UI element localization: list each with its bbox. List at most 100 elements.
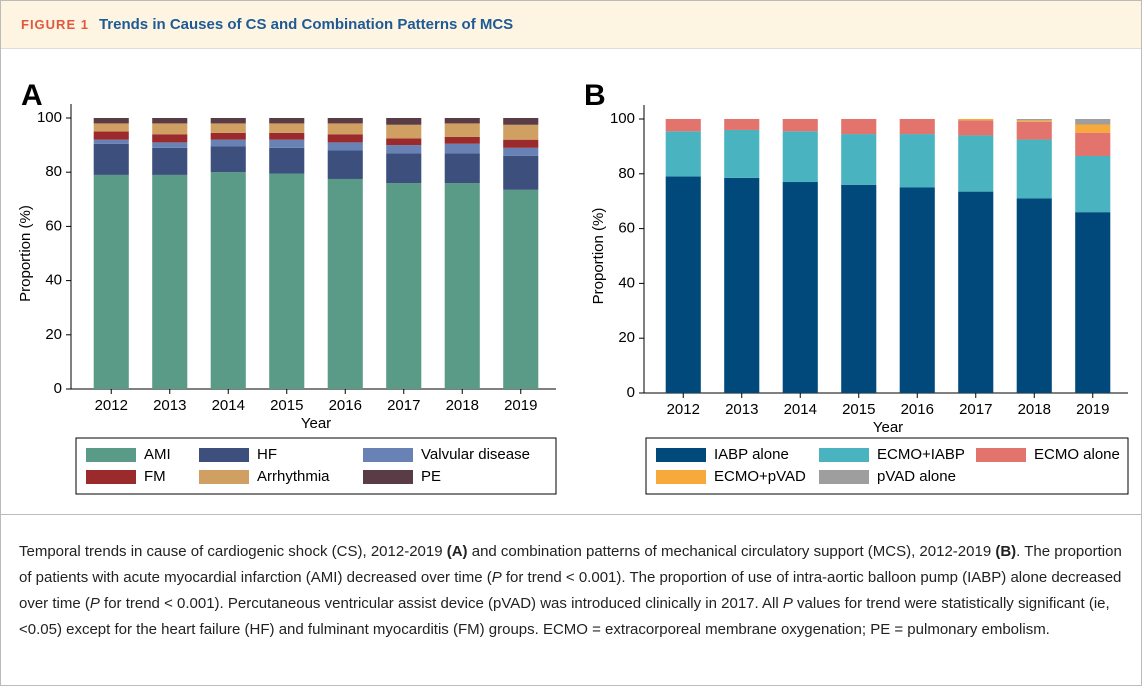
bar-segment	[210, 139, 246, 147]
y-tick-label: 60	[618, 220, 635, 237]
caption-text: for trend < 0.001). Percutaneous ventric…	[99, 595, 783, 612]
bar-segment	[958, 191, 994, 393]
y-tick-label: 20	[618, 329, 635, 346]
bar-segment	[958, 135, 994, 192]
bar-segment	[152, 147, 188, 175]
x-axis-label: Year	[301, 415, 331, 432]
bar-segment	[665, 119, 701, 132]
bar-segment	[444, 123, 480, 137]
x-tick-label: 2019	[504, 397, 537, 414]
legend-label: Arrhythmia	[257, 468, 330, 485]
bar-segment	[841, 134, 877, 185]
x-tick-label: 2016	[329, 397, 362, 414]
x-tick-label: 2014	[784, 401, 817, 418]
bar-segment	[1016, 139, 1052, 199]
bar-segment	[93, 118, 129, 124]
bar-segment	[503, 118, 539, 125]
bar-segment	[386, 124, 422, 139]
legend-swatch	[199, 470, 249, 484]
legend-swatch	[199, 448, 249, 462]
bar-segment	[269, 139, 305, 148]
figure-header: FIGURE 1 Trends in Causes of CS and Comb…	[1, 1, 1141, 49]
legend-label: ECMO+pVAD	[714, 468, 806, 485]
y-axis-label: Proportion (%)	[590, 208, 607, 305]
legend-label: IABP alone	[714, 446, 789, 463]
y-tick-label: 100	[37, 109, 62, 126]
caption: Temporal trends in cause of cardiogenic …	[1, 514, 1141, 643]
x-tick-label: 2015	[842, 401, 875, 418]
bar-segment	[93, 139, 129, 144]
bar-segment	[444, 136, 480, 144]
bar-segment	[327, 118, 363, 124]
bar-segment	[1075, 119, 1111, 125]
caption-text: and combination patterns of mechanical c…	[467, 543, 996, 560]
bar-segment	[503, 124, 539, 140]
legend-swatch	[86, 470, 136, 484]
bar-segment	[1016, 120, 1052, 122]
bar-segment	[152, 118, 188, 124]
bar-segment	[724, 129, 760, 178]
bar-segment	[724, 119, 760, 130]
x-tick-label: 2017	[387, 397, 420, 414]
bar-segment	[1016, 121, 1052, 140]
caption-text: (B)	[995, 543, 1017, 560]
bar-segment	[782, 119, 818, 132]
bar-segment	[665, 131, 701, 177]
y-tick-label: 80	[618, 165, 635, 182]
y-tick-label: 60	[45, 217, 62, 234]
y-tick-label: 40	[45, 272, 62, 289]
x-tick-label: 2012	[667, 401, 700, 418]
x-tick-label: 2015	[270, 397, 303, 414]
bar-segment	[386, 183, 422, 389]
bar-segment	[1075, 124, 1111, 133]
bar-segment	[210, 132, 246, 140]
bar-segment	[1075, 212, 1111, 393]
caption-text: for trend < 0.001). The proportion of us…	[19, 569, 1122, 612]
bar-segment	[210, 146, 246, 173]
bar-segment	[269, 147, 305, 174]
bar-segment	[444, 153, 480, 184]
panel-label: A	[21, 79, 43, 112]
bar-segment	[899, 119, 935, 135]
bar-segment	[665, 176, 701, 393]
x-tick-label: 2018	[1018, 401, 1051, 418]
bar-segment	[152, 174, 188, 389]
bar-segment	[782, 182, 818, 393]
legend-swatch	[656, 448, 706, 462]
y-tick-label: 100	[610, 110, 635, 127]
bar-segment	[152, 142, 188, 148]
legend-swatch	[976, 448, 1026, 462]
y-tick-label: 40	[618, 274, 635, 291]
bar-segment	[899, 134, 935, 188]
caption-text: Temporal trends in cause of cardiogenic …	[19, 543, 447, 560]
caption-text: P	[491, 569, 502, 586]
x-tick-label: 2017	[959, 401, 992, 418]
x-axis-label: Year	[873, 419, 903, 436]
x-tick-label: 2018	[446, 397, 479, 414]
bar-segment	[152, 134, 188, 143]
charts: A 0 20 40 60 80 100 Proportion (%) 2012 2013 2014 2…	[17, 79, 1129, 495]
caption-text: P	[89, 595, 100, 612]
bar-segment	[269, 132, 305, 140]
y-tick-label: 0	[627, 384, 635, 401]
bar-segment	[444, 143, 480, 154]
y-tick-label: 20	[45, 326, 62, 343]
panel-label: B	[584, 79, 606, 112]
legend-label: HF	[257, 446, 277, 463]
bar-segment	[269, 123, 305, 133]
bar-segment	[269, 118, 305, 124]
caption-text: . The proportion of patients with acute …	[19, 543, 1122, 586]
bar-segment	[327, 178, 363, 389]
bar-segment	[1016, 198, 1052, 393]
legend-label: ECMO alone	[1034, 446, 1120, 463]
bar-segment	[1075, 155, 1111, 213]
bar-segment	[327, 142, 363, 151]
legend-label: PE	[421, 468, 441, 485]
bar-segment	[1075, 132, 1111, 156]
legend-label: AMI	[144, 446, 171, 463]
x-tick-label: 2019	[1076, 401, 1109, 418]
x-tick-label: 2013	[725, 401, 758, 418]
legend-label: Valvular disease	[421, 446, 530, 463]
bar-segment	[327, 150, 363, 179]
